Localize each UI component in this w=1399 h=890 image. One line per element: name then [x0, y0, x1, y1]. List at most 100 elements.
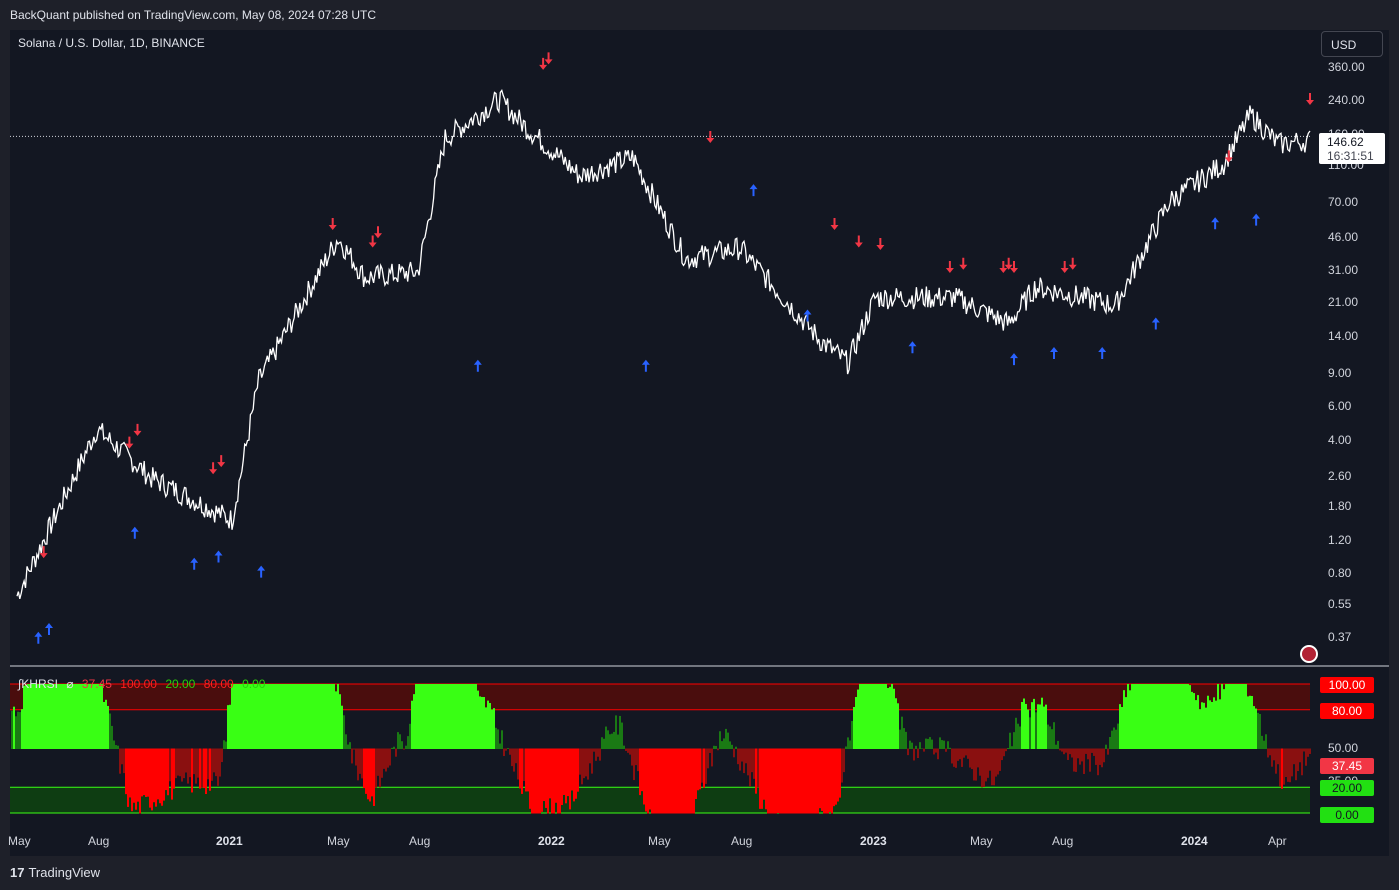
osc-bar: [97, 684, 99, 749]
osc-bar: [913, 748, 915, 761]
osc-bar: [285, 684, 287, 749]
overbought-zone: [10, 684, 1310, 710]
osc-bar: [391, 747, 393, 749]
osc-bar: [559, 748, 561, 814]
osc-bar: [357, 748, 359, 781]
osc-bar: [1247, 696, 1249, 749]
osc-bar: [561, 748, 563, 806]
osc-bar: [1041, 697, 1043, 749]
osc-bar: [493, 708, 495, 749]
osc-bar: [1013, 732, 1015, 749]
osc-bar: [37, 684, 39, 749]
currency-button[interactable]: USD: [1321, 31, 1383, 57]
buy-signal-icon: [749, 184, 758, 197]
osc-bar: [67, 684, 69, 749]
osc-bar: [191, 748, 193, 793]
osc-bar: [539, 748, 541, 814]
indicator-name[interactable]: ∫KHRSI: [18, 677, 58, 691]
osc-bar: [1155, 684, 1157, 749]
osc-bar: [419, 684, 421, 749]
osc-bar: [279, 684, 281, 749]
osc-bar: [237, 684, 239, 749]
osc-bar: [485, 707, 487, 749]
osc-bar: [597, 748, 599, 757]
osc-bar: [445, 684, 447, 749]
indicator-legend[interactable]: ∫KHRSI ⌀ 37.45 100.00 20.00 80.00 0.00: [18, 677, 270, 691]
osc-bar: [323, 684, 325, 749]
osc-bar: [977, 748, 979, 768]
osc-bar: [413, 694, 415, 749]
osc-bar: [1123, 690, 1125, 749]
osc-bar: [435, 684, 437, 749]
osc-bar: [1005, 748, 1007, 752]
flag-icon[interactable]: [1300, 645, 1318, 663]
indicator-value: 0.00: [242, 677, 266, 691]
indicator-value: 37.45: [81, 677, 112, 691]
osc-bar: [1169, 684, 1171, 749]
osc-bar: [335, 691, 337, 749]
osc-bar: [1265, 734, 1267, 749]
osc-bar: [1273, 748, 1275, 761]
osc-bar: [425, 684, 427, 749]
osc-bar: [847, 737, 849, 749]
osc-bar: [415, 684, 417, 749]
osc-bar: [397, 732, 399, 749]
sell-signal-icon: [830, 217, 839, 230]
indicator-settings-icon[interactable]: ⌀: [66, 677, 74, 691]
osc-bar: [25, 684, 27, 749]
osc-bar: [1259, 714, 1261, 749]
osc-bar: [1269, 748, 1271, 756]
osc-bar: [1305, 748, 1307, 766]
osc-bar: [649, 748, 651, 810]
osc-bar: [407, 736, 409, 749]
osc-bar: [1139, 684, 1141, 749]
tradingview-brand[interactable]: 17 TradingView: [10, 865, 100, 880]
osc-bar: [749, 748, 751, 787]
time-axis-label: 2021: [216, 834, 243, 848]
price-axis-label: 70.00: [1328, 195, 1359, 209]
osc-bar: [1059, 748, 1061, 751]
osc-bar: [527, 748, 529, 792]
osc-bar: [905, 731, 907, 749]
osc-bar: [165, 748, 167, 791]
osc-bar: [785, 748, 787, 814]
osc-bar: [81, 684, 83, 749]
osc-bar: [603, 738, 605, 749]
osc-bar: [245, 684, 247, 749]
osc-bar: [1141, 684, 1143, 749]
osc-bar: [1263, 740, 1265, 749]
price-axis-label: 2.60: [1328, 469, 1352, 483]
osc-bar: [457, 684, 459, 749]
osc-bar: [529, 748, 531, 809]
time-axis-label: 2022: [538, 834, 565, 848]
osc-bar: [1185, 684, 1187, 749]
osc-bar: [195, 748, 197, 784]
osc-bar: [315, 684, 317, 749]
osc-bar: [923, 748, 925, 752]
osc-bar: [41, 684, 43, 749]
osc-bar: [793, 748, 795, 814]
osc-bar: [1009, 732, 1011, 749]
osc-bar: [663, 748, 665, 814]
osc-bar: [1001, 748, 1003, 761]
osc-bar: [767, 748, 769, 814]
symbol-title[interactable]: Solana / U.S. Dollar, 1D, BINANCE: [18, 36, 205, 50]
osc-bar: [239, 684, 241, 749]
osc-bar: [1257, 712, 1259, 749]
osc-bar: [201, 748, 203, 788]
osc-bar: [265, 684, 267, 749]
osc-bar: [497, 729, 499, 749]
time-axis-label: May: [648, 834, 671, 848]
osc-bar: [1045, 704, 1047, 749]
osc-bar: [1019, 726, 1021, 749]
osc-bar: [47, 684, 49, 749]
osc-bar: [273, 684, 275, 749]
osc-bar: [707, 748, 709, 769]
osc-bar: [957, 748, 959, 761]
osc-bar: [1145, 684, 1147, 749]
osc-bar: [797, 748, 799, 814]
sell-signal-icon: [133, 423, 142, 436]
osc-bar: [499, 743, 501, 749]
osc-bar: [533, 748, 535, 814]
